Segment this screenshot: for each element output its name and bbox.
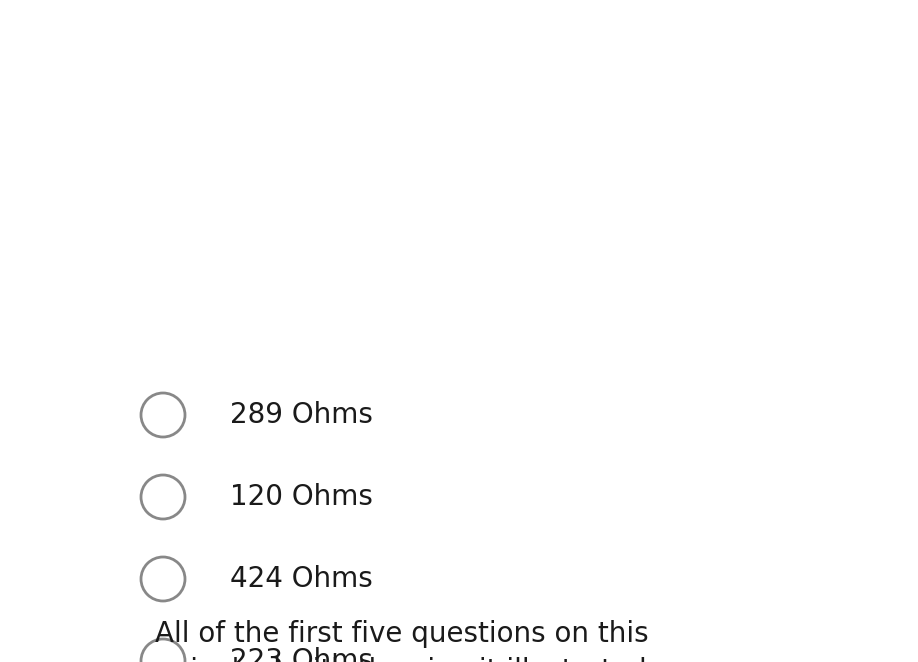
Text: 223 Ohms: 223 Ohms: [230, 647, 373, 662]
Text: 289 Ohms: 289 Ohms: [230, 401, 373, 429]
Text: 424 Ohms: 424 Ohms: [230, 565, 373, 593]
Text: All of the first five questions on this
quiz deal with the circuit illustrated
i: All of the first five questions on this …: [155, 620, 668, 662]
Text: 120 Ohms: 120 Ohms: [230, 483, 373, 511]
